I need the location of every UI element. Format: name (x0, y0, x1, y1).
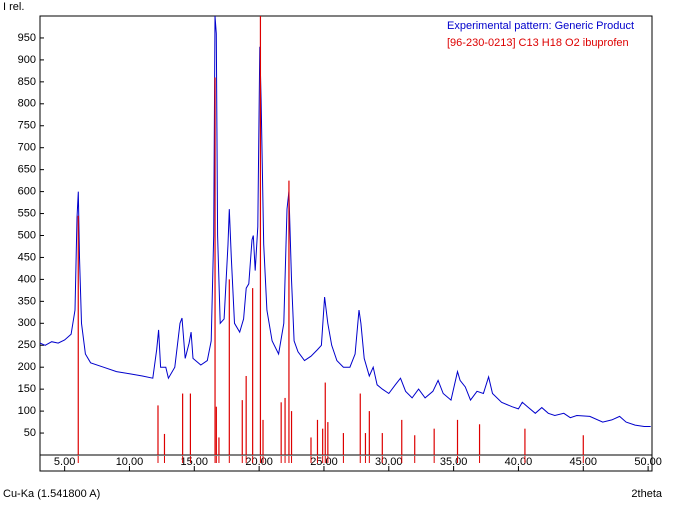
y-tick-label: 600 (18, 186, 36, 198)
y-tick-label: 450 (18, 251, 36, 263)
plot-area (40, 16, 651, 455)
x-tick-label: 35.00 (440, 456, 468, 468)
y-tick-label: 500 (18, 229, 36, 241)
y-tick-label: 150 (18, 383, 36, 395)
y-axis-label: I rel. (3, 1, 24, 13)
x-tick-label: 15.00 (181, 456, 209, 468)
plot-frame (39, 15, 653, 472)
x-tick-label: 40.00 (505, 456, 533, 468)
x-tick-label: 25.00 (310, 456, 338, 468)
x-tick-label: 30.00 (375, 456, 403, 468)
y-tick-label: 650 (18, 164, 36, 176)
y-tick-label: 900 (18, 54, 36, 66)
y-tick-label: 200 (18, 361, 36, 373)
y-tick-label: 950 (18, 32, 36, 44)
legend-entry: Experimental pattern: Generic Product (447, 20, 634, 32)
y-tick-label: 850 (18, 76, 36, 88)
x-tick-label: 10.00 (116, 456, 144, 468)
y-tick-label: 800 (18, 98, 36, 110)
y-tick-label: 750 (18, 120, 36, 132)
y-tick-label: 350 (18, 295, 36, 307)
y-tick-label: 550 (18, 207, 36, 219)
x-axis-label: 2theta (631, 488, 662, 500)
footer: Cu-Ka (1.541800 A) (3, 488, 100, 500)
x-tick-label: 50.00 (634, 456, 662, 468)
y-tick-label: 400 (18, 273, 36, 285)
y-tick-label: 700 (18, 142, 36, 154)
y-tick-label: 100 (18, 405, 36, 417)
legend-entry: [96-230-0213] C13 H18 O2 ibuprofen (447, 37, 629, 49)
x-tick-label: 5.00 (54, 456, 75, 468)
y-tick-label: 300 (18, 317, 36, 329)
pattern-line (40, 16, 651, 427)
x-tick-label: 20.00 (245, 456, 273, 468)
y-tick-label: 50 (24, 427, 36, 439)
y-tick-label: 250 (18, 339, 36, 351)
